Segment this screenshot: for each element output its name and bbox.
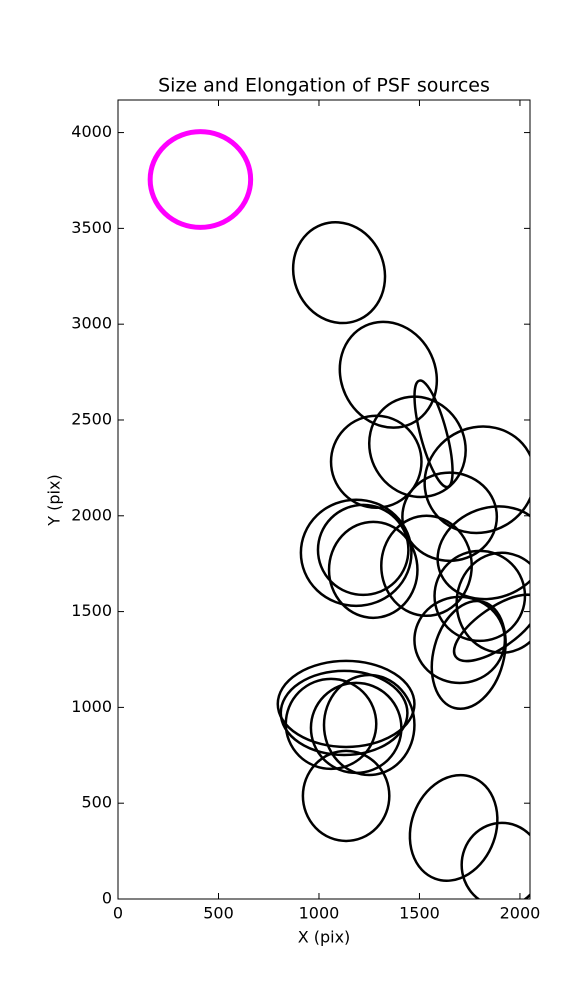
- y-tick-label: 0: [102, 889, 112, 908]
- y-tick-label: 3500: [71, 218, 112, 237]
- y-tick-label: 3000: [71, 314, 112, 333]
- psf-ellipse: [452, 593, 530, 663]
- y-tick-label: 4000: [71, 122, 112, 141]
- psf-ellipse: [276, 659, 416, 749]
- psf-ellipse: [460, 821, 530, 899]
- psf-ellipse: [430, 599, 507, 711]
- psf-ellipse: [301, 749, 391, 843]
- psf-ellipse: [284, 677, 378, 771]
- psf-ellipse: [316, 503, 410, 597]
- plot-frame: [117, 99, 531, 900]
- y-tick-label: 1500: [71, 601, 112, 620]
- psf-ellipse: [408, 773, 499, 882]
- psf-ellipse: [327, 520, 419, 620]
- psf-ellipse: [367, 395, 467, 499]
- x-tick-label: 500: [203, 904, 234, 923]
- y-tick-label: 1000: [71, 697, 112, 716]
- psf-ellipse: [291, 220, 387, 325]
- psf-ellipse: [338, 320, 439, 429]
- x-tick-label: 2000: [500, 904, 541, 923]
- chart-title: Size and Elongation of PSF sources: [158, 75, 490, 97]
- y-axis-label: Y (pix): [45, 474, 64, 526]
- x-tick-label: 1000: [299, 904, 340, 923]
- x-axis-label: X (pix): [298, 928, 351, 947]
- psf-ellipse: [436, 505, 530, 601]
- psf-ellipse: [322, 673, 416, 777]
- y-tick-label: 2000: [71, 505, 112, 524]
- psf-ellipse: [423, 425, 530, 535]
- x-tick-label: 1500: [399, 904, 440, 923]
- plot-area: [147, 129, 530, 899]
- x-tick-label: 0: [113, 904, 123, 923]
- psf-ellipse: [147, 129, 254, 230]
- psf-ellipse: [299, 498, 413, 608]
- psf-ellipse: [279, 669, 409, 757]
- y-tick-label: 500: [81, 793, 112, 812]
- y-tick-label: 2500: [71, 409, 112, 428]
